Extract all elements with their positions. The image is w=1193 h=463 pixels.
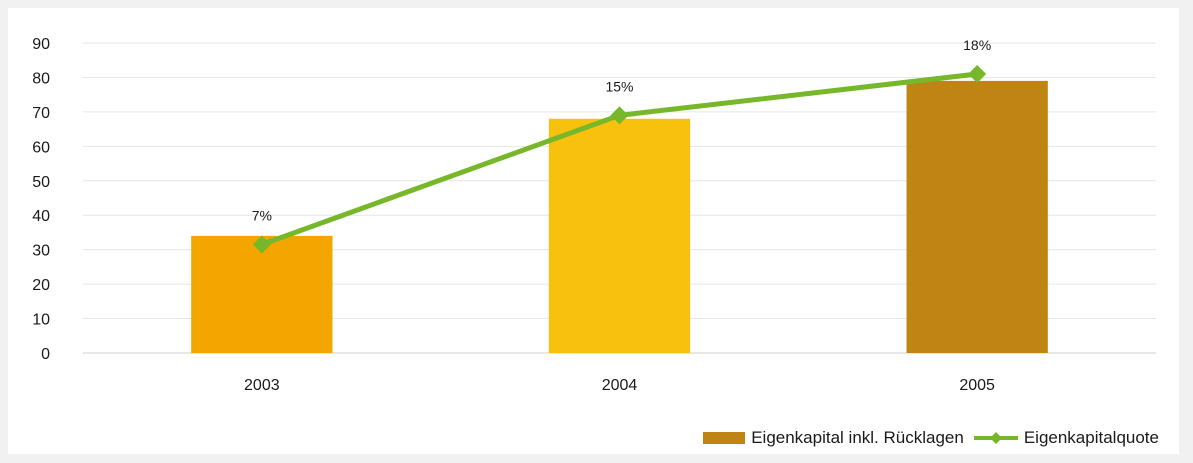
bar xyxy=(906,80,1048,353)
bar xyxy=(191,235,333,353)
legend-line-swatch xyxy=(973,432,1018,444)
y-tick-label: 90 xyxy=(32,36,50,53)
legend-line-label: Eigenkapitalquote xyxy=(1023,428,1159,447)
bar xyxy=(548,118,691,354)
y-tick-label: 70 xyxy=(32,105,50,122)
bars xyxy=(191,80,1048,354)
x-tick-label: 2005 xyxy=(959,377,995,394)
chart-svg: 0 10 20 30 40 50 60 70 80 90 2003 2004 2005 7% 15% 18… xyxy=(32,36,1156,394)
data-labels: 7% 15% 18% xyxy=(252,37,991,224)
legend-bar-label: Eigenkapital inkl. Rücklagen xyxy=(751,428,964,447)
chart-frame: 0 10 20 30 40 50 60 70 80 90 2003 2004 2005 7% 15% 18… xyxy=(8,8,1179,454)
legend-item-line: Eigenkapitalquote xyxy=(973,428,1159,448)
y-tick-label: 30 xyxy=(32,243,50,260)
legend: Eigenkapital inkl. Rücklagen Eigenkapita… xyxy=(703,428,1159,448)
legend-bar-swatch xyxy=(703,432,746,444)
data-label: 15% xyxy=(605,78,633,94)
line-point xyxy=(252,235,271,254)
y-tick-label: 60 xyxy=(32,139,50,156)
x-axis-ticks: 2003 2004 2005 xyxy=(244,377,995,394)
y-tick-label: 50 xyxy=(32,174,50,191)
y-tick-label: 10 xyxy=(32,312,50,329)
line-point xyxy=(610,106,629,125)
y-tick-label: 40 xyxy=(32,208,50,225)
y-axis-ticks: 0 10 20 30 40 50 60 70 80 90 xyxy=(32,36,50,363)
data-label: 7% xyxy=(252,208,272,224)
line-point xyxy=(968,65,987,83)
y-tick-label: 0 xyxy=(41,346,50,363)
data-label: 18% xyxy=(963,37,991,53)
x-tick-label: 2003 xyxy=(244,377,280,394)
y-tick-label: 20 xyxy=(32,277,50,294)
y-tick-label: 80 xyxy=(32,70,50,87)
legend-item-bar: Eigenkapital inkl. Rücklagen xyxy=(703,428,964,448)
line-series xyxy=(252,65,987,254)
x-tick-label: 2004 xyxy=(602,377,638,394)
